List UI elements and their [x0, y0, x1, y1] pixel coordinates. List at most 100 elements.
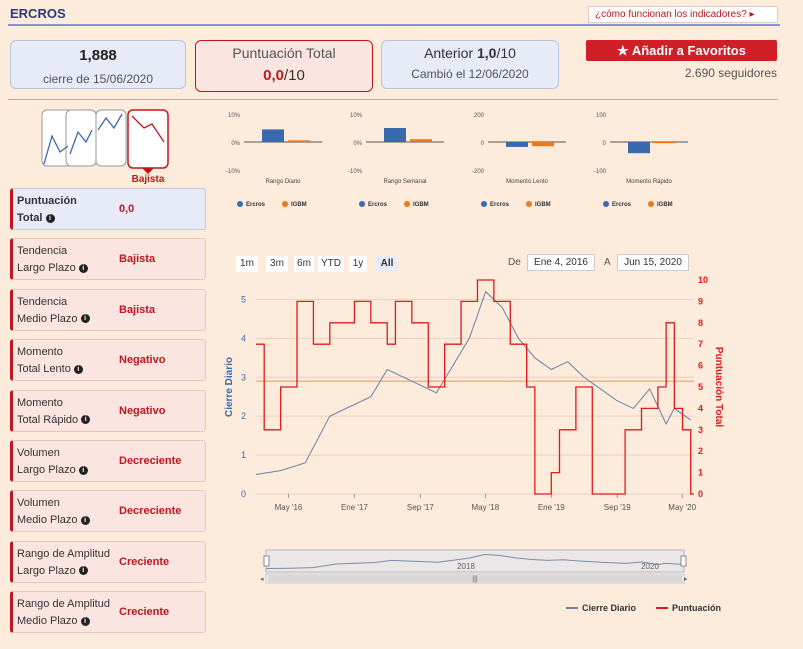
indicator-label-line1: Rango de Amplitud	[17, 547, 110, 560]
scrollbar-grip-icon: |||	[472, 576, 478, 583]
indicator-label: Volumen Largo Plazo i	[17, 445, 117, 479]
series-line	[256, 279, 694, 495]
range-button[interactable]: YTD	[318, 256, 344, 272]
mini-bar	[506, 142, 528, 147]
indicator-label: Momento Total Lento i	[17, 344, 117, 378]
indicator-row[interactable]: Volumen Largo Plazo i Decreciente	[10, 440, 206, 482]
indicator-label-line1: Tendencia	[17, 295, 68, 308]
indicator-value: Negativo	[119, 354, 166, 367]
info-icon[interactable]: i	[80, 616, 90, 626]
info-icon[interactable]: i	[80, 515, 90, 525]
trend-sparkline-1	[43, 134, 69, 165]
trend-pointer-icon	[142, 168, 154, 174]
indicator-label-line1: Rango de Amplitud	[17, 598, 110, 611]
mini-legend-marker	[603, 201, 609, 207]
info-icon[interactable]: i	[80, 314, 90, 324]
y2-tick-label: 4	[698, 403, 703, 413]
mini-ytick: 0	[481, 141, 485, 147]
x-tick-label: May '20	[668, 503, 696, 512]
range-button[interactable]: 3m	[266, 256, 288, 272]
mini-ytick: -200	[472, 169, 485, 175]
mini-chart: 10% 0% -10% Rango Semanal Ercros IGBM	[348, 113, 444, 208]
y-tick-label: 3	[241, 372, 246, 382]
scroll-right-icon[interactable]: ▸	[684, 576, 688, 583]
range-button[interactable]: 1y	[349, 256, 367, 272]
y2-tick-label: 5	[698, 382, 703, 392]
indicator-row[interactable]: Rango de Amplitud Largo Plazo i Creciente	[10, 540, 206, 583]
indicator-label: Rango de Amplitud Medio Plazo i	[17, 596, 117, 630]
mini-ytick: 10%	[228, 113, 241, 119]
range-button[interactable]: All	[376, 256, 398, 272]
range-navigator[interactable]: 2018 2020 ||| ◂ ▸	[260, 549, 688, 584]
indicator-row[interactable]: Rango de Amplitud Medio Plazo i Creciente	[10, 591, 206, 634]
mini-legend-marker	[481, 201, 487, 207]
indicator-row[interactable]: Volumen Medio Plazo i Decreciente	[10, 490, 206, 533]
y2-tick-label: 1	[698, 468, 703, 478]
mini-bar-charts: 10% 0% -10% Rango Diario Ercros IGBM 10% 0% -10%…	[226, 113, 688, 208]
mini-ytick: -10%	[348, 169, 363, 175]
navigator-handle-left[interactable]	[263, 555, 270, 567]
score-title: Puntuación Total	[232, 45, 336, 61]
mini-legend-label: Ercros	[490, 202, 510, 208]
navigator-window[interactable]	[265, 549, 685, 573]
previous-title: Anterior	[424, 45, 474, 61]
indicator-row[interactable]: Tendencia Largo Plazo i Bajista	[10, 238, 206, 281]
price-score-chart: 0 1 2 3 4 5 0 1 2 3 4 5 6 7 8 9 10 May '16 Ene '17 Sep '17 M…	[224, 275, 724, 613]
mini-ytick: 100	[596, 113, 607, 119]
info-icon[interactable]: i	[73, 364, 83, 374]
info-icon[interactable]: i	[81, 415, 91, 425]
range-button[interactable]: 6m	[294, 256, 314, 272]
indicator-row[interactable]: Puntuación Total i 0,0	[10, 188, 206, 230]
indicator-label-line2: Largo Plazo	[17, 262, 76, 275]
mini-legend-label: IGBM	[535, 202, 551, 208]
scrollbar-thumb[interactable]	[268, 575, 682, 582]
indicator-value: Bajista	[119, 253, 156, 266]
mini-ytick: 0%	[231, 141, 240, 147]
x-tick-label: Ene '19	[538, 503, 565, 512]
indicator-row[interactable]: Momento Total Lento i Negativo	[10, 339, 206, 382]
y2-tick-label: 7	[698, 339, 703, 349]
info-icon[interactable]: i	[78, 566, 88, 576]
indicator-label-line2: Total	[17, 212, 43, 224]
trend-selector: Bajista	[41, 109, 169, 185]
mini-chart: 100 0 -100 Momento Rápido Ercros IGBM	[594, 113, 688, 208]
from-date-input[interactable]: Ene 4, 2016	[527, 254, 595, 271]
indicator-value: Decreciente	[119, 505, 182, 518]
previous-score-card: Anterior 1,0/10 Cambió el 12/06/2020	[381, 40, 559, 89]
mini-bar	[532, 142, 554, 147]
help-link[interactable]: ¿cómo funcionan los indicadores? ▸	[588, 6, 778, 23]
star-icon: ★	[617, 43, 629, 58]
mini-ytick: 200	[474, 113, 485, 119]
mini-bar	[262, 129, 284, 142]
y2-tick-label: 0	[698, 489, 703, 499]
followers-count: 2.690 seguidores	[684, 66, 777, 80]
info-icon[interactable]: i	[78, 465, 88, 475]
indicator-label-line2: Medio Plazo	[17, 615, 78, 628]
indicator-row[interactable]: Tendencia Medio Plazo i Bajista	[10, 288, 206, 331]
range-button[interactable]: 1m	[236, 256, 258, 272]
mini-xlabel: Rango Diario	[265, 179, 301, 185]
x-tick-label: May '18	[471, 503, 499, 512]
navigator-handle-right[interactable]	[680, 555, 687, 567]
close-price-caption: cierre de 15/06/2020	[42, 72, 154, 86]
mini-legend-label: IGBM	[657, 202, 673, 208]
add-favorites-button[interactable]: ★ Añadir a Favoritos	[586, 40, 777, 61]
mini-ytick: -100	[594, 169, 607, 175]
info-icon[interactable]: i	[45, 213, 55, 223]
indicator-row[interactable]: Momento Total Rápido i Negativo	[10, 389, 206, 432]
indicator-label-line2: Largo Plazo	[17, 464, 76, 476]
y2-tick-label: 2	[698, 446, 703, 456]
mini-legend-marker	[282, 201, 288, 207]
legend-label[interactable]: Cierre Diario	[582, 603, 637, 613]
y2-tick-label: 3	[698, 425, 703, 435]
to-date-input[interactable]: Jun 15, 2020	[617, 254, 689, 271]
y2-axis-title: Puntuación Total	[713, 347, 724, 428]
info-icon[interactable]: i	[78, 263, 88, 273]
y-tick-label: 0	[241, 489, 246, 499]
scroll-left-icon[interactable]: ◂	[260, 576, 264, 583]
mini-legend-marker	[237, 201, 243, 207]
y-axis-title: Cierre Diario	[224, 357, 235, 417]
legend-label[interactable]: Puntuación	[672, 603, 721, 613]
mini-chart: 200 0 -200 Momento Lento Ercros IGBM	[472, 113, 566, 208]
indicator-label-line1: Volumen	[17, 497, 60, 510]
